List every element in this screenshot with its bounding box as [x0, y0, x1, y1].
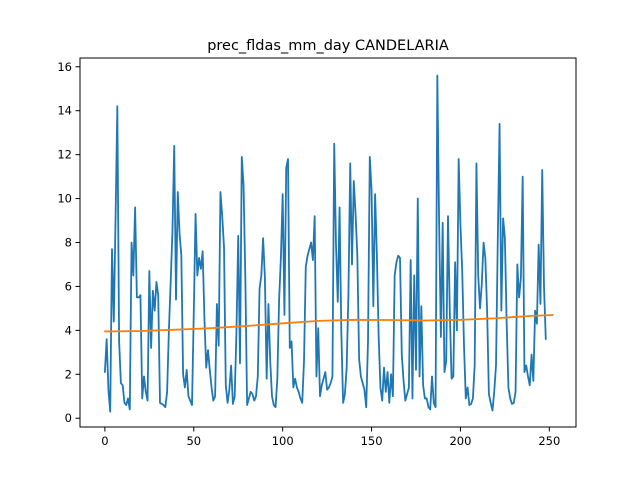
x-tick-label: 250	[538, 434, 560, 448]
y-tick-label: 6	[65, 279, 72, 293]
y-tick-label: 10	[57, 192, 72, 206]
y-tick-label: 14	[57, 104, 72, 118]
y-axis: 0 2 4 6 8 10 12 14 16	[57, 60, 80, 425]
y-tick-label: 12	[57, 148, 72, 162]
plot-frame	[79, 57, 577, 428]
y-tick-label: 0	[65, 411, 72, 425]
x-axis: 0 50 100 150 200 250	[101, 427, 560, 448]
y-tick-label: 2	[65, 367, 72, 381]
series-line-2	[103, 314, 554, 333]
x-tick-label: 50	[186, 434, 201, 448]
y-tick-label: 8	[65, 236, 72, 250]
y-tick-label: 16	[57, 60, 72, 74]
y-tick-label: 4	[65, 323, 72, 337]
x-tick-label: 200	[449, 434, 471, 448]
series-line-1	[103, 74, 547, 413]
x-tick-label: 150	[361, 434, 383, 448]
chart-title: prec_fldas_mm_day CANDELARIA	[207, 38, 449, 54]
series-layer	[103, 74, 554, 413]
x-tick-label: 100	[272, 434, 294, 448]
x-tick-label: 0	[101, 434, 108, 448]
